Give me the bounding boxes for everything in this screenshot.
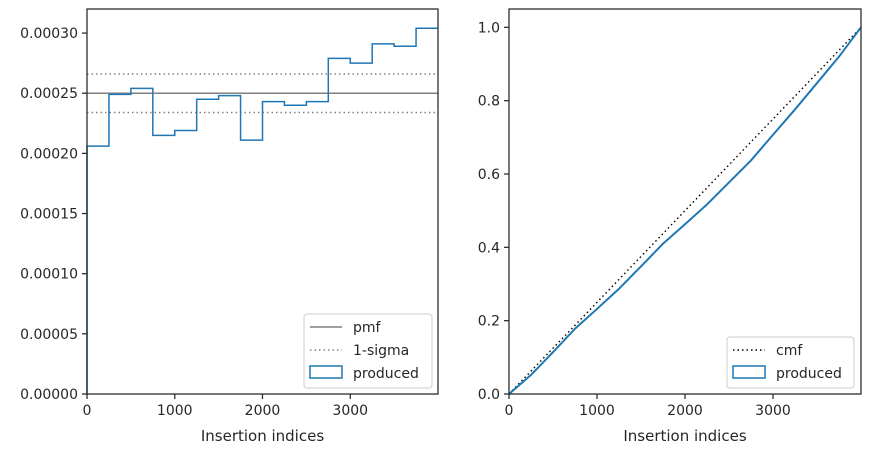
right-panel-cmf: 0 1000 2000 3000 0.0 0.2 0.4 0.6 0.8 1.0 Inserti… (478, 8, 862, 445)
y-tick-label: 0.8 (478, 94, 500, 110)
y-tick-label: 0.0 (478, 387, 500, 403)
x-tick-label: 1000 (157, 403, 193, 419)
produced-line (508, 26, 862, 395)
right-legend: cmf produced (726, 336, 855, 389)
y-tick-label: 0.00015 (20, 207, 78, 223)
cmf-line (508, 26, 862, 395)
y-tick-label: 0.00010 (20, 267, 78, 283)
left-legend-box (303, 313, 433, 389)
x-tick-label: 0 (505, 403, 514, 419)
legend-produced-swatch (309, 365, 343, 379)
left-legend: pmf 1-sigma produced (303, 313, 433, 389)
x-tick-label: 2000 (667, 403, 703, 419)
x-tick-label: 1000 (579, 403, 615, 419)
y-tick-label: 0.00020 (20, 146, 78, 162)
y-tick-label: 0.6 (478, 167, 500, 183)
left-panel-pmf-histogram: 0 1000 2000 3000 0.000000.000050.000100.000… (20, 8, 439, 445)
legend-produced-label: produced (353, 366, 419, 382)
right-y-ticks: 0.0 0.2 0.4 0.6 0.8 1.0 (478, 20, 509, 403)
left-x-axis-label: Insertion indices (201, 427, 324, 445)
left-y-ticks: 0.00000 0.00005 0.00010 0.00015 0.00020 0.000… (20, 26, 87, 403)
legend-produced-label-right: produced (776, 366, 842, 382)
right-legend-box (726, 336, 855, 389)
y-tick-label: 0.00025 (20, 86, 78, 102)
produced-step-outline (86, 27, 438, 394)
left-x-ticks: 0 1000 2000 3000 (83, 394, 368, 419)
legend-1-sigma-label: 1-sigma (353, 343, 409, 359)
y-tick-label: 0.2 (478, 314, 500, 330)
y-tick-label: 0.00030 (20, 26, 78, 42)
left-plot-area (86, 27, 438, 394)
legend-pmf-label: pmf (353, 320, 382, 336)
x-tick-label: 3000 (755, 403, 791, 419)
y-tick-label: 1.0 (478, 20, 500, 36)
x-tick-label: 2000 (245, 403, 281, 419)
y-tick-label: 0.00005 (20, 327, 78, 343)
y-tick-label: 0.4 (478, 240, 500, 256)
right-x-axis-label: Insertion indices (623, 427, 746, 445)
right-plot-area (508, 26, 862, 395)
legend-produced-swatch-right (732, 365, 766, 379)
x-tick-label: 3000 (332, 403, 368, 419)
x-tick-label: 0 (83, 403, 92, 419)
legend-cmf-label: cmf (776, 343, 803, 359)
y-tick-label: 0.00000 (20, 387, 78, 403)
right-x-ticks: 0 1000 2000 3000 (505, 394, 791, 419)
